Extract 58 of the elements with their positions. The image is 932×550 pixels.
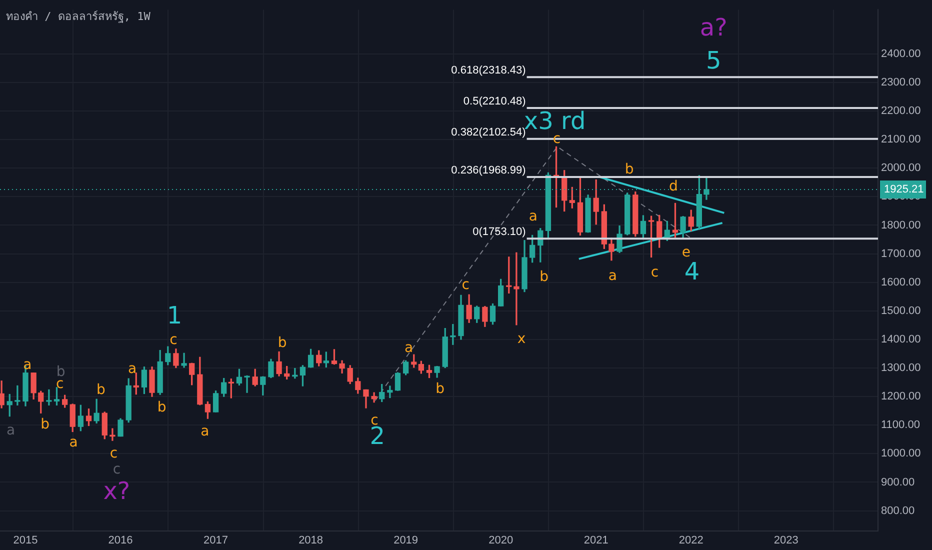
annotation: a: [404, 340, 414, 356]
ref-line-label: 0.5(2210.48): [463, 96, 526, 108]
annotation: a: [23, 357, 32, 374]
annotation: a?: [700, 13, 728, 42]
ref-line-label: 1925.21: [884, 183, 924, 196]
x-tick-label: 2020: [488, 534, 514, 546]
y-tick-label: 1700.00: [881, 248, 921, 260]
y-tick-label: 1500.00: [881, 304, 921, 317]
annotation: b: [278, 335, 287, 352]
x-tick-label: 2016: [108, 534, 133, 546]
annotation: c: [650, 264, 659, 281]
annotation: b: [436, 381, 445, 398]
x-tick-label: 2018: [298, 534, 324, 546]
y-tick-label: 1300.00: [881, 362, 921, 374]
annotation: c: [170, 332, 178, 348]
annotation: a: [128, 361, 137, 378]
y-tick-label: 1400.00: [881, 333, 921, 346]
y-tick-label: 900.00: [881, 476, 915, 488]
annotation: c: [462, 276, 470, 293]
y-tick-label: 2100.00: [881, 134, 921, 146]
annotation: 5: [706, 46, 722, 75]
annotation: a: [200, 423, 210, 440]
annotation: b: [540, 268, 549, 285]
y-tick-label: 1000.00: [881, 448, 921, 460]
ref-line-label: 0.382(2102.54): [451, 126, 526, 138]
x-tick-label: 2015: [13, 534, 38, 546]
annotation: d: [668, 178, 678, 194]
annotation: b: [157, 399, 166, 416]
x-tick-label: 2017: [204, 534, 228, 546]
annotation: a: [608, 268, 617, 284]
annotation: 1: [166, 302, 182, 330]
y-tick-label: 2000.00: [881, 162, 921, 174]
y-tick-label: 2200.00: [881, 105, 921, 118]
annotation: x?: [103, 477, 130, 506]
y-tick-label: 800.00: [881, 504, 915, 517]
x-tick-label: 2019: [394, 534, 418, 546]
annotation: c: [110, 445, 118, 462]
x-tick-label: 2023: [774, 534, 798, 546]
annotation: b: [96, 382, 106, 398]
x-tick-label: 2022: [678, 534, 704, 546]
annotation: a: [6, 422, 16, 438]
ref-line-label: 0.236(1968.99): [451, 164, 526, 176]
y-tick-label: 1200.00: [881, 390, 921, 403]
annotation: a: [69, 434, 78, 450]
y-tick-label: 2300.00: [881, 76, 921, 88]
ref-line-label: 0(1753.10): [472, 226, 526, 238]
ref-line-label: 0.618(2318.43): [451, 64, 526, 77]
annotation: x: [517, 330, 526, 347]
y-tick-label: 1100.00: [881, 419, 920, 432]
annotation: a: [528, 208, 538, 225]
y-tick-label: 1800.00: [881, 219, 921, 232]
y-tick-label: 2400.00: [881, 48, 921, 60]
annotation: b: [40, 416, 50, 432]
annotation: b: [624, 161, 634, 178]
y-tick-label: 1600.00: [881, 276, 921, 288]
x-tick-label: 2021: [584, 534, 608, 546]
chart-title: ทองคำ / ดอลลาร์สหรัฐ, 1W: [6, 10, 151, 23]
annotation: c: [112, 461, 121, 478]
